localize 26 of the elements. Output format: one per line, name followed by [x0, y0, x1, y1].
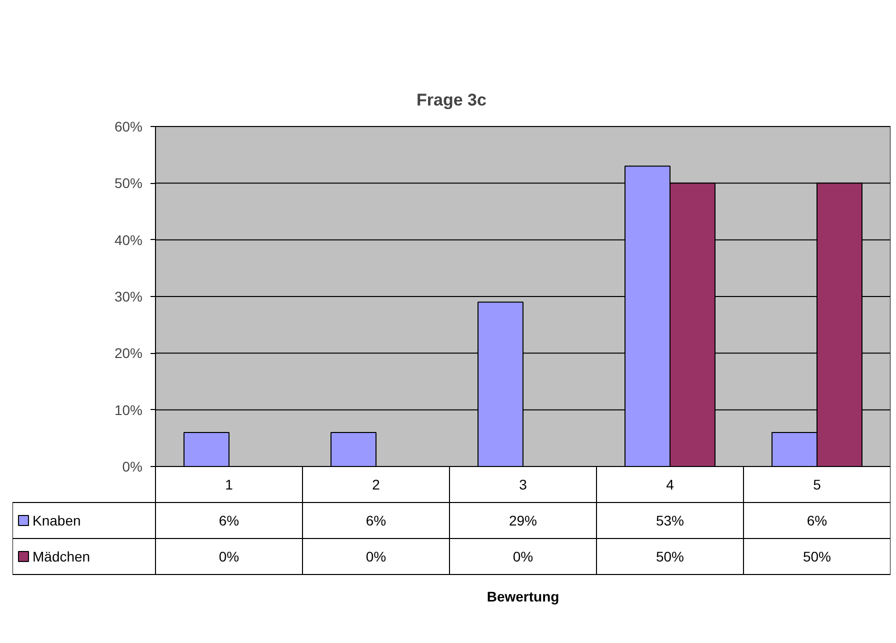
x-tick-label: 4 — [666, 476, 674, 492]
x-tick-label: 2 — [372, 476, 380, 492]
data-label: 0% — [366, 548, 386, 564]
y-tick-label: 10% — [114, 402, 143, 418]
data-label: 0% — [512, 548, 534, 564]
data-label: 6% — [806, 512, 828, 528]
data-label: 6% — [366, 512, 386, 528]
y-tick-label: 60% — [114, 118, 143, 134]
legend-label: Knaben — [32, 512, 81, 528]
data-label: 6% — [218, 512, 240, 528]
data-label: 53% — [656, 512, 684, 528]
y-tick-label: 0% — [122, 458, 142, 474]
y-tick-label: 50% — [114, 175, 143, 192]
data-label: 50% — [802, 548, 832, 564]
y-tick-label: 30% — [114, 288, 143, 304]
legend-label: Mädchen — [32, 548, 90, 564]
data-label: 50% — [656, 548, 684, 564]
x-tick-label: 5 — [813, 476, 822, 492]
y-tick-label: 20% — [114, 345, 143, 362]
y-tick-label: 40% — [114, 232, 143, 248]
data-label: 0% — [218, 548, 240, 564]
x-tick-label: 3 — [519, 476, 528, 492]
x-tick-label: 1 — [225, 476, 234, 492]
data-label: 29% — [508, 512, 538, 528]
chart-title: Frage 3c — [416, 90, 486, 110]
text: Bewertung — [486, 588, 560, 604]
